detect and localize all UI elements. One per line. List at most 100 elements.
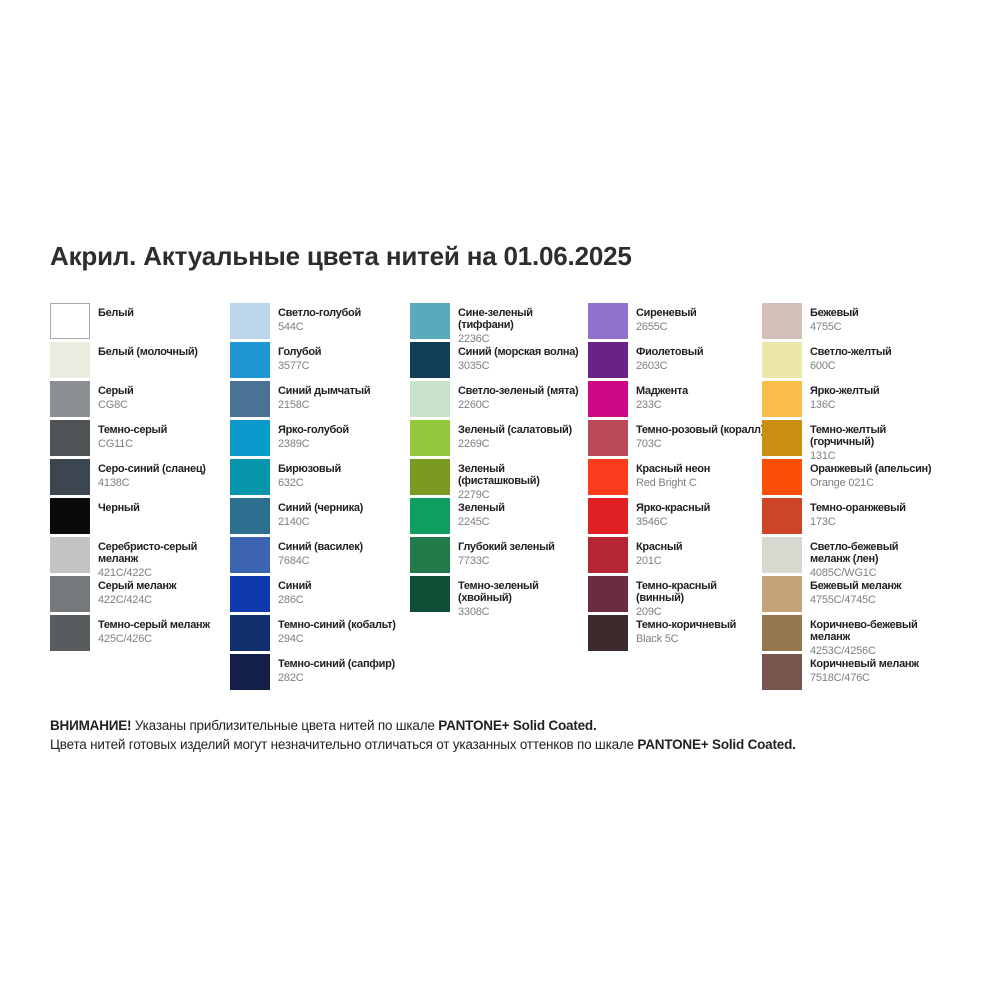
color-label: Коричнево-бежевый меланж 4253C/4256C — [810, 615, 940, 658]
pantone-code: 2260C — [458, 399, 490, 411]
color-name: Черный — [98, 502, 140, 514]
pantone-code: 600C — [810, 360, 836, 372]
color-row: Глубокий зеленый 7733C — [410, 537, 588, 573]
disclaimer-segment: PANTONE+ Solid Coated. — [637, 736, 796, 752]
color-label: Темно-синий (сапфир) 282C — [278, 654, 408, 685]
color-name: Бежевый меланж — [810, 580, 902, 592]
color-row: Синий (василек) 7684C — [230, 537, 408, 573]
color-name: Ярко-голубой — [278, 424, 349, 436]
color-row: Красный 201C — [588, 537, 766, 573]
color-name: Синий — [278, 580, 312, 592]
color-row: Белый (молочный) — [50, 342, 228, 378]
color-row: Темно-серый меланж 425C/426C — [50, 615, 228, 651]
disclaimer-segment: ВНИМАНИЕ! — [50, 718, 132, 733]
color-name: Сиреневый — [636, 307, 697, 319]
disclaimer-segment: PANTONE+ Solid Coated. — [438, 718, 597, 733]
pantone-code: 421C/422C — [98, 567, 152, 579]
color-label: Белый — [98, 303, 228, 319]
disclaimer-segment: Указаны приблизительные цвета нитей по ш… — [131, 718, 439, 733]
color-label: Зеленый (фисташковый) 2279C — [458, 459, 588, 502]
color-name: Темно-красный (винный) — [636, 580, 717, 604]
color-row: Ярко-желтый 136C — [762, 381, 940, 417]
color-row: Бежевый 4755C — [762, 303, 940, 339]
color-label: Светло-бежевый меланж (лен) 4085C/WG1C — [810, 537, 940, 580]
color-row: Светло-бежевый меланж (лен) 4085C/WG1C — [762, 537, 940, 579]
color-swatch — [762, 615, 802, 651]
pantone-code: 2158C — [278, 399, 310, 411]
color-name: Светло-желтый — [810, 346, 892, 358]
color-label: Ярко-желтый 136C — [810, 381, 940, 412]
color-label: Темно-коричневый Black 5C — [636, 615, 766, 646]
color-name: Маджента — [636, 385, 688, 397]
color-name: Синий (черника) — [278, 502, 364, 514]
color-label: Зеленый 2245C — [458, 498, 588, 529]
color-swatch — [410, 537, 450, 573]
pantone-code: 3308C — [458, 606, 490, 618]
color-swatch — [230, 303, 270, 339]
pantone-code: 2236C — [458, 333, 490, 345]
color-row: Черный — [50, 498, 228, 534]
pantone-code: 544C — [278, 321, 304, 333]
color-row: Серый меланж 422C/424C — [50, 576, 228, 612]
pantone-code: 3035C — [458, 360, 490, 372]
color-row: Зеленый 2245C — [410, 498, 588, 534]
color-column-4: Сиреневый 2655C Фиолетовый 2603C Маджента 233… — [588, 303, 766, 654]
color-row: Светло-желтый 600C — [762, 342, 940, 378]
color-name: Белый — [98, 307, 134, 319]
color-label: Зеленый (салатовый) 2269C — [458, 420, 588, 451]
color-row: Темно-синий (сапфир) 282C — [230, 654, 408, 690]
color-row: Голубой 3577C — [230, 342, 408, 378]
color-label: Синий (василек) 7684C — [278, 537, 408, 568]
pantone-code: 3577C — [278, 360, 310, 372]
color-swatch — [762, 420, 802, 456]
color-label: Голубой 3577C — [278, 342, 408, 373]
color-row: Коричнево-бежевый меланж 4253C/4256C — [762, 615, 940, 657]
color-row: Серый CG8C — [50, 381, 228, 417]
color-label: Темно-желтый (горчичный) 131C — [810, 420, 940, 463]
color-name: Оранжевый (апельсин) — [810, 463, 932, 475]
color-name: Светло-зеленый (мята) — [458, 385, 579, 397]
disclaimer-line-2: Цвета нитей готовых изделий могут незнач… — [50, 736, 950, 755]
color-row: Темно-серый CG11C — [50, 420, 228, 456]
color-swatch — [230, 498, 270, 534]
color-label: Темно-синий (кобальт) 294C — [278, 615, 408, 646]
color-label: Серый меланж 422C/424C — [98, 576, 228, 607]
color-label: Синий (черника) 2140C — [278, 498, 408, 529]
pantone-code: 4138C — [98, 477, 130, 489]
color-name: Коричневый меланж — [810, 658, 919, 670]
color-name: Красный неон — [636, 463, 711, 475]
color-column-1: Белый Белый (молочный) Серый CG8C Темно-серы… — [50, 303, 228, 654]
color-swatch — [230, 654, 270, 690]
pantone-code: 2603C — [636, 360, 668, 372]
pantone-code: 703C — [636, 438, 662, 450]
color-swatch — [230, 537, 270, 573]
color-label: Сиреневый 2655C — [636, 303, 766, 334]
color-row: Светло-голубой 544C — [230, 303, 408, 339]
pantone-code: 2140C — [278, 516, 310, 528]
pantone-code: 209C — [636, 606, 662, 618]
color-row: Ярко-голубой 2389C — [230, 420, 408, 456]
color-row: Маджента 233C — [588, 381, 766, 417]
color-row: Белый — [50, 303, 228, 339]
pantone-code: 4085C/WG1C — [810, 567, 877, 579]
color-label: Бежевый меланж 4755C/4745C — [810, 576, 940, 607]
color-name: Зеленый (салатовый) — [458, 424, 572, 436]
color-swatch — [588, 498, 628, 534]
color-name: Коричнево-бежевый меланж — [810, 619, 918, 643]
color-swatch — [588, 303, 628, 339]
color-name: Темно-серый меланж — [98, 619, 210, 631]
color-row: Ярко-красный 3546C — [588, 498, 766, 534]
pantone-code: 425C/426C — [98, 633, 152, 645]
color-row: Темно-оранжевый 173C — [762, 498, 940, 534]
color-label: Синий 286C — [278, 576, 408, 607]
disclaimer-segment: Цвета нитей готовых изделий могут незнач… — [50, 736, 638, 752]
color-swatch — [230, 615, 270, 651]
color-column-5: Бежевый 4755C Светло-желтый 600C Ярко-желтый… — [762, 303, 940, 693]
color-row: Темно-синий (кобальт) 294C — [230, 615, 408, 651]
color-swatch — [410, 498, 450, 534]
color-swatch — [50, 420, 90, 456]
pantone-code: 136C — [810, 399, 836, 411]
color-swatch — [588, 459, 628, 495]
color-label: Светло-зеленый (мята) 2260C — [458, 381, 588, 412]
color-row: Светло-зеленый (мята) 2260C — [410, 381, 588, 417]
